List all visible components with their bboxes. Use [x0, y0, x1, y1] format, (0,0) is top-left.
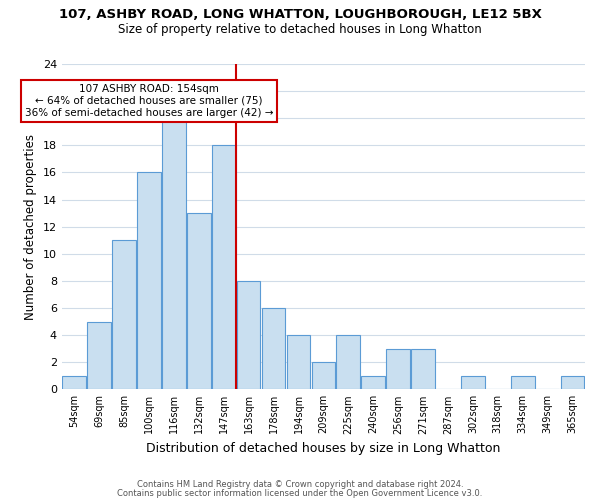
- Bar: [112, 240, 136, 390]
- Bar: [386, 348, 410, 390]
- Bar: [137, 172, 161, 390]
- Text: 107 ASHBY ROAD: 154sqm
← 64% of detached houses are smaller (75)
36% of semi-det: 107 ASHBY ROAD: 154sqm ← 64% of detached…: [25, 84, 273, 117]
- Text: Contains public sector information licensed under the Open Government Licence v3: Contains public sector information licen…: [118, 489, 482, 498]
- Bar: [411, 348, 435, 390]
- Bar: [561, 376, 584, 390]
- Bar: [511, 376, 535, 390]
- Text: 107, ASHBY ROAD, LONG WHATTON, LOUGHBOROUGH, LE12 5BX: 107, ASHBY ROAD, LONG WHATTON, LOUGHBORO…: [59, 8, 541, 20]
- Bar: [62, 376, 86, 390]
- Bar: [87, 322, 111, 390]
- Bar: [162, 118, 186, 390]
- Bar: [311, 362, 335, 390]
- Bar: [262, 308, 286, 390]
- Bar: [187, 213, 211, 390]
- X-axis label: Distribution of detached houses by size in Long Whatton: Distribution of detached houses by size …: [146, 442, 500, 455]
- Bar: [361, 376, 385, 390]
- Bar: [287, 335, 310, 390]
- Bar: [237, 281, 260, 390]
- Bar: [212, 146, 236, 390]
- Text: Size of property relative to detached houses in Long Whatton: Size of property relative to detached ho…: [118, 22, 482, 36]
- Text: Contains HM Land Registry data © Crown copyright and database right 2024.: Contains HM Land Registry data © Crown c…: [137, 480, 463, 489]
- Bar: [337, 335, 360, 390]
- Y-axis label: Number of detached properties: Number of detached properties: [24, 134, 37, 320]
- Bar: [461, 376, 485, 390]
